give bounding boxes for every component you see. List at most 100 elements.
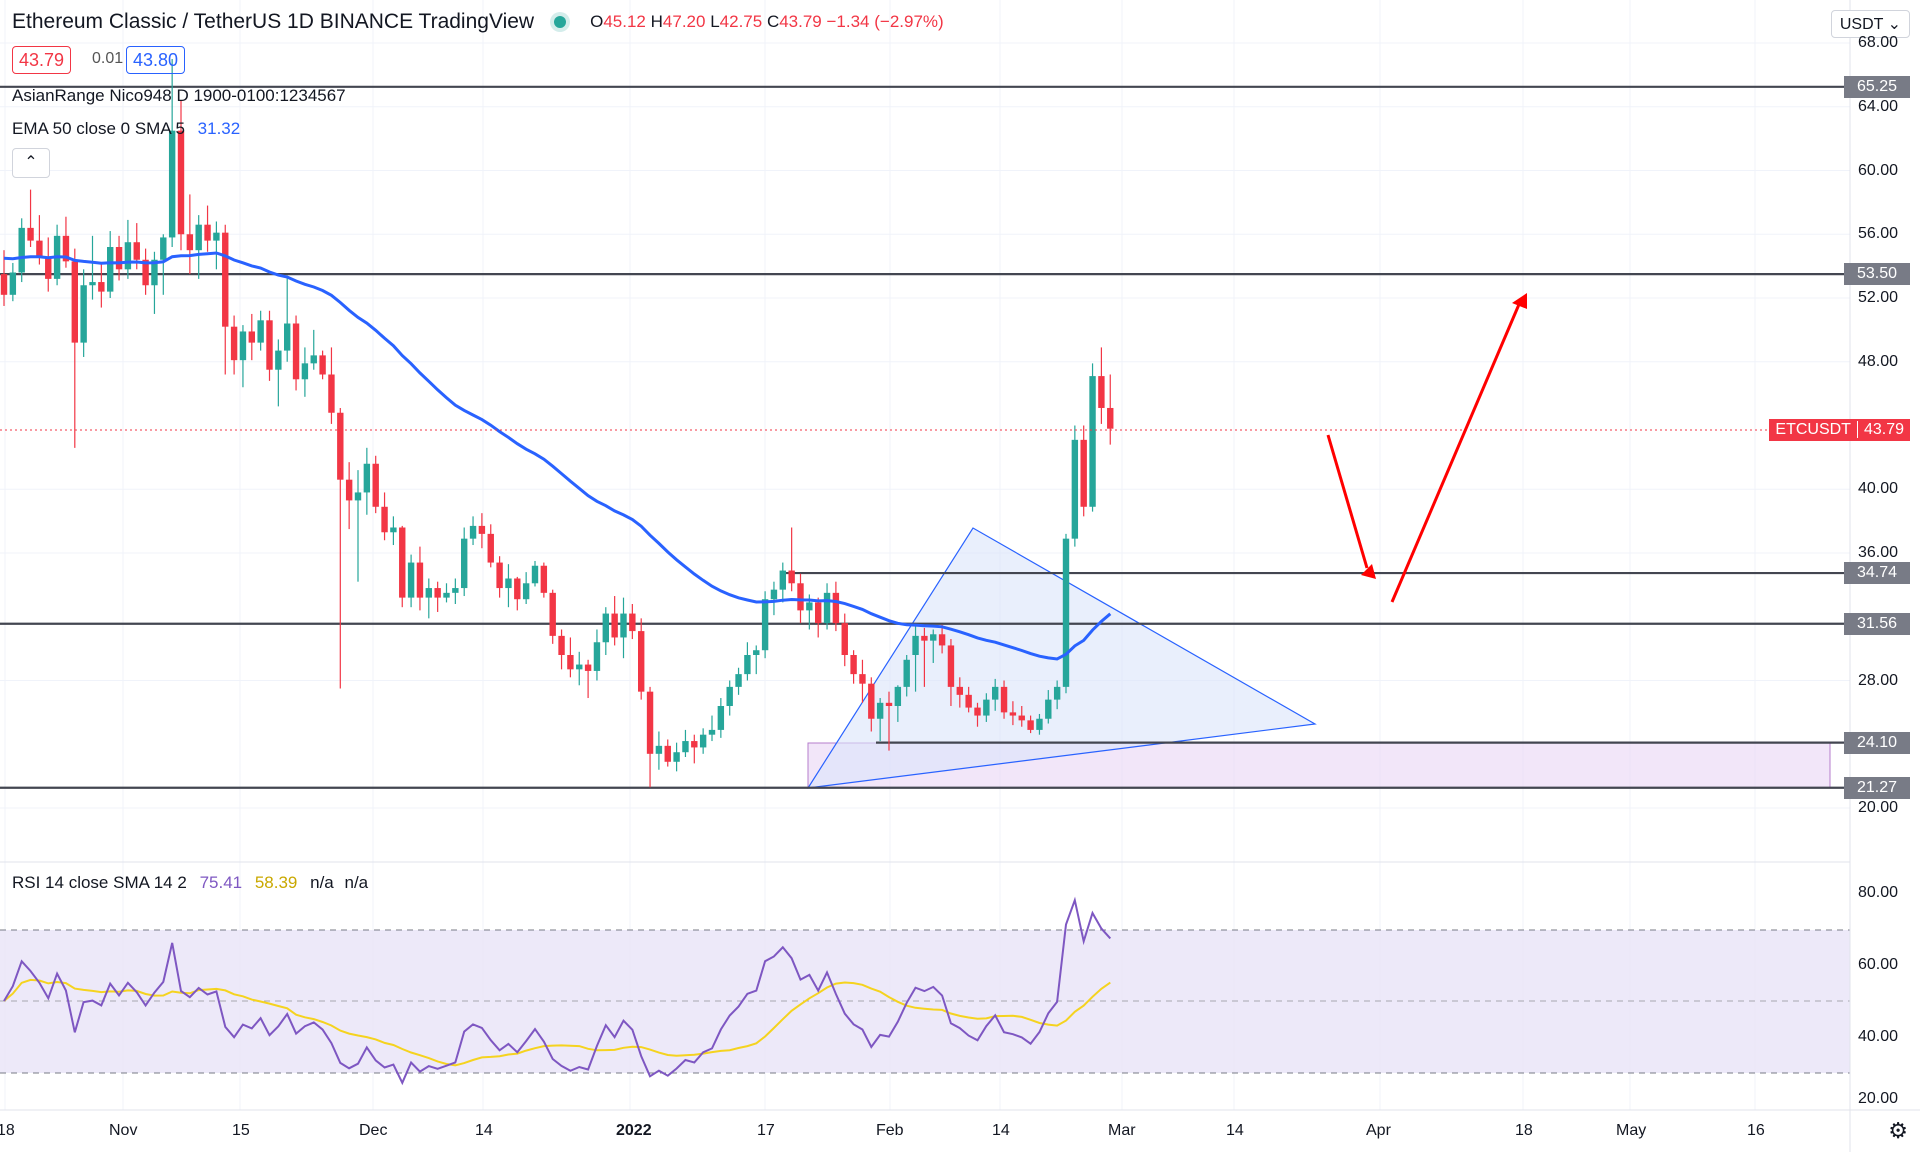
rsi-tick: 80.00 [1857,884,1898,901]
candle-body [363,463,371,493]
price-tick: 64.00 [1857,97,1898,115]
candle-body [921,635,928,641]
candle-body [381,506,388,533]
candle-body [1098,376,1105,408]
candle-body [416,562,424,598]
candle-body [584,664,592,671]
candle-body [399,527,406,598]
candle-body [699,734,707,748]
candle-body [1107,407,1114,429]
candle-body [1027,720,1034,730]
spread-value: 0.01 [92,50,124,67]
level-price-label: 34.74 [1844,562,1910,585]
rsi-indicator[interactable]: RSI 14 close SMA 14 2 75.41 58.39 n/a n/… [12,873,369,892]
buy-button[interactable]: 43.80 [126,46,186,74]
candle-body [823,592,831,624]
candle-body [894,686,902,706]
rsi-tick: 60.00 [1857,956,1898,973]
candle-body [284,323,291,351]
rsi-tick: 20.00 [1857,1090,1898,1107]
candle-body [168,130,176,238]
candle-body [620,613,627,638]
candle-body [177,130,185,235]
candle-body [275,350,282,370]
collapse-legend-button[interactable]: ⌃ [12,148,50,178]
candle-body [230,326,238,361]
candle-body [478,525,486,534]
candle-body [461,538,468,589]
time-tick: Mar [1108,1122,1136,1139]
candle-body [965,694,972,708]
candle-body [27,227,34,241]
candle-body [646,691,654,754]
candle-body [98,282,105,292]
level-price-label: 21.27 [1844,776,1910,799]
candle-body [292,323,300,380]
candle-body [912,635,919,655]
candle-body [726,686,733,706]
projection-arrows [1326,293,1527,603]
candle-body [107,247,114,292]
chevron-down-icon: ⌄ [1887,16,1901,33]
candle-body [1080,439,1087,507]
candle-body [859,674,866,684]
candle-body [797,583,804,611]
candle-body [1009,712,1017,716]
ema-value: 31.32 [197,119,241,138]
symbol-tag: ETCUSDT [1775,421,1851,438]
price-tick: 68.00 [1857,34,1898,51]
price-tick: 60.00 [1857,161,1898,179]
candle-body [673,752,680,762]
time-tick: 16 [1747,1122,1765,1139]
rsi-sma-value: 58.39 [254,873,298,892]
time-tick: 14 [992,1122,1010,1139]
candle-body [80,285,87,343]
candle-body [160,237,167,260]
candle-body [45,256,52,279]
candle-body [567,655,574,670]
candle-body [434,588,441,598]
candle-body [337,412,344,480]
candle-body [204,224,211,241]
symbol-title[interactable]: Ethereum Classic / TetherUS 1D BINANCE T… [12,10,535,33]
candle-body [841,623,848,655]
candle-body [469,525,477,539]
rsi-line [3,896,1112,1086]
candle-body [947,645,955,687]
candle-body [443,592,450,598]
time-tick: 17 [757,1122,775,1139]
candle-body [9,272,17,295]
asian-range-indicator[interactable]: AsianRange Nico948 D 1900-0100:1234567 [12,86,346,105]
price-tick: 40.00 [1857,480,1898,498]
sell-button[interactable]: 43.79 [12,46,72,74]
candle-body [1000,686,1008,713]
time-tick: 18 [1515,1122,1533,1139]
candle-body [514,578,521,600]
price-tick: 28.00 [1857,671,1898,689]
rsi-value: 75.41 [199,873,243,892]
candle-body [0,274,8,295]
candle-body [717,706,725,730]
currency-selector[interactable]: USDT ⌄ [1830,10,1910,38]
candle-body [186,234,194,251]
candle-body [345,479,353,501]
candle-body [213,232,220,241]
price-tick: 36.00 [1857,544,1898,561]
candle-body [602,613,609,643]
candle-body [611,613,618,638]
candle-body [522,583,530,600]
gear-icon[interactable]: ⚙ [1888,1118,1908,1143]
candle-body [974,707,981,716]
chevron-up-icon: ⌃ [24,154,38,171]
candle-body [89,282,96,286]
ema-indicator[interactable]: EMA 50 close 0 SMA 5 31.32 [12,119,241,138]
candle-body [115,247,123,270]
time-tick: Nov [109,1122,138,1139]
candle-body [319,355,326,375]
current-price-label: ETCUSDT 43.79 [1769,419,1910,441]
time-tick: 2022 [616,1122,652,1139]
candle-body [1062,538,1070,687]
ema-line [3,251,1112,661]
candle-body [1036,718,1043,730]
